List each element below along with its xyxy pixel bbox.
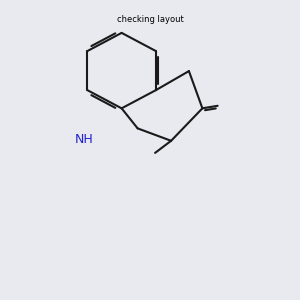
Text: NH: NH [75, 133, 94, 146]
Title: checking layout: checking layout [117, 15, 183, 24]
